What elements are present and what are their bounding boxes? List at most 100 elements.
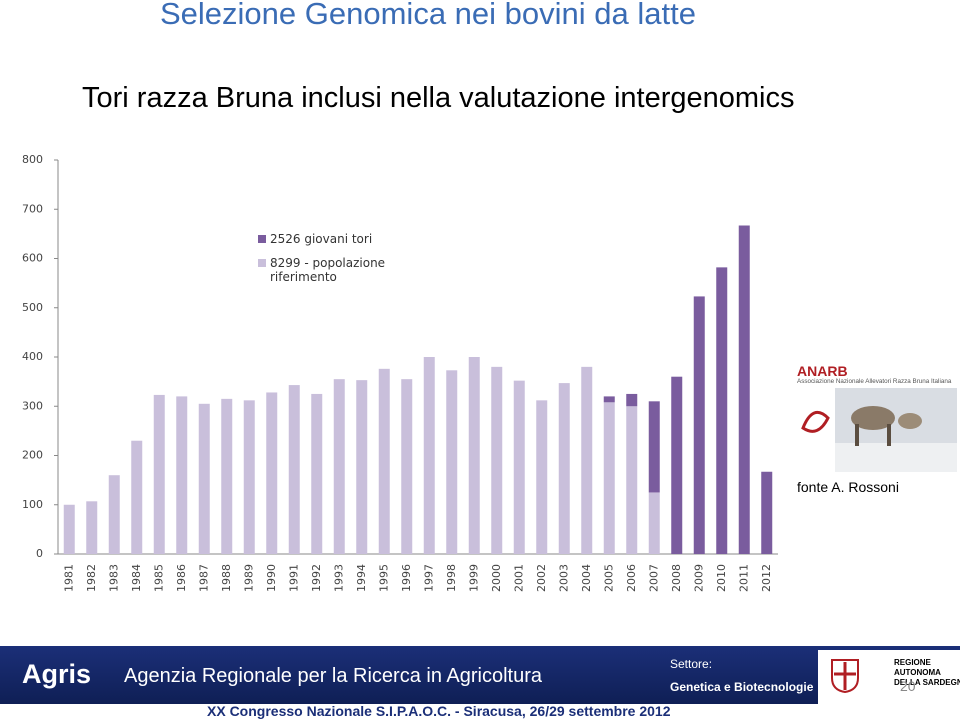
legend-entry: 8299 - popolazione riferimento bbox=[258, 256, 398, 284]
y-tick-label: 500 bbox=[22, 301, 43, 314]
bar bbox=[356, 380, 368, 554]
region-crest bbox=[831, 659, 859, 694]
bar bbox=[176, 396, 188, 554]
legend-label: 8299 - popolazione riferimento bbox=[270, 256, 386, 284]
x-tick-label: 1992 bbox=[310, 564, 323, 592]
footer-congress: XX Congresso Nazionale S.I.P.A.O.C. - Si… bbox=[207, 703, 671, 719]
x-tick-label: 2009 bbox=[692, 564, 705, 592]
chart: 0 100 200 300 400 500 600 700 800 1981 1982 1983 198… bbox=[22, 153, 778, 592]
region-line: AUTONOMA bbox=[894, 668, 941, 677]
bar bbox=[738, 225, 750, 554]
x-tick-label: 2001 bbox=[512, 564, 525, 592]
logo-image bbox=[801, 388, 957, 472]
x-tick-label: 1983 bbox=[107, 564, 120, 592]
x-tick-label: 1986 bbox=[175, 564, 188, 592]
bar bbox=[378, 368, 390, 554]
bar bbox=[648, 401, 660, 493]
bar bbox=[648, 492, 660, 554]
bar bbox=[401, 379, 413, 554]
x-tick-label: 2011 bbox=[737, 564, 750, 592]
bar bbox=[626, 393, 638, 407]
slide-subtitle: Tori razza Bruna inclusi nella valutazio… bbox=[82, 82, 795, 114]
legend-swatch bbox=[258, 259, 266, 267]
logo-subtitle: Associazione Nazionale Allevatori Razza … bbox=[797, 378, 952, 385]
x-tick-label: 1999 bbox=[467, 564, 480, 592]
bar bbox=[603, 402, 615, 554]
x-tick-label: 2010 bbox=[715, 564, 728, 592]
x-tick-label: 2006 bbox=[625, 564, 638, 592]
legend-entry: 2526 giovani tori bbox=[258, 232, 398, 246]
x-tick-label: 1994 bbox=[355, 564, 368, 592]
bar bbox=[221, 398, 233, 554]
bar bbox=[693, 296, 705, 554]
footer-sector: Genetica e Biotecnologie bbox=[670, 680, 814, 694]
bar bbox=[626, 406, 638, 554]
x-tick-label: 2007 bbox=[647, 564, 660, 592]
x-tick-label: 1982 bbox=[85, 564, 98, 592]
bar bbox=[513, 380, 525, 554]
x-tick-label: 1988 bbox=[220, 564, 233, 592]
bar bbox=[581, 366, 593, 554]
x-tick-label: 1995 bbox=[377, 564, 390, 592]
bar bbox=[243, 400, 255, 554]
y-tick-label: 200 bbox=[22, 449, 43, 462]
footer-band bbox=[0, 646, 960, 704]
bar bbox=[671, 376, 683, 554]
x-tick-label: 2012 bbox=[760, 564, 773, 592]
bar bbox=[558, 383, 570, 554]
legend-swatch bbox=[258, 235, 266, 243]
x-tick-label: 1998 bbox=[445, 564, 458, 592]
bar bbox=[131, 440, 143, 554]
x-tick-label: 1984 bbox=[130, 564, 143, 592]
x-tick-label: 1997 bbox=[422, 564, 435, 592]
bar bbox=[716, 267, 728, 554]
legend: 2526 giovani tori 8299 - popolazione rife… bbox=[258, 232, 398, 294]
bar bbox=[491, 366, 503, 554]
logo-box: ANARB Associazione Nazionale Allevatori … bbox=[795, 360, 957, 472]
x-tick-label: 1987 bbox=[197, 564, 210, 592]
y-tick-label: 800 bbox=[22, 153, 43, 166]
legend-label: 2526 giovani tori bbox=[270, 232, 373, 246]
x-tick-label: 2005 bbox=[602, 564, 615, 592]
footer-sector-label: Settore: bbox=[670, 657, 713, 671]
bar bbox=[311, 393, 323, 554]
bar bbox=[536, 400, 548, 554]
source-note: fonte A. Rossoni bbox=[797, 479, 899, 495]
region-box: REGIONE AUTONOMA DELLA SARDEGNA 20 bbox=[818, 650, 960, 704]
bar bbox=[761, 471, 773, 554]
bar bbox=[333, 379, 345, 554]
x-tick-label: 1990 bbox=[265, 564, 278, 592]
x-tick-label: 1991 bbox=[287, 564, 300, 592]
x-tick-label: 1993 bbox=[332, 564, 345, 592]
x-tick-label: 2008 bbox=[670, 564, 683, 592]
footer-agency: Agenzia Regionale per la Ricerca in Agri… bbox=[124, 665, 543, 687]
bar bbox=[153, 394, 165, 554]
y-tick-label: 0 bbox=[36, 547, 43, 560]
bar bbox=[423, 357, 435, 554]
y-tick-label: 600 bbox=[22, 252, 43, 265]
y-tick-label: 100 bbox=[22, 498, 43, 511]
x-tick-label: 1989 bbox=[242, 564, 255, 592]
x-tick-label: 2000 bbox=[490, 564, 503, 592]
bar bbox=[446, 370, 458, 554]
page-number: 20 bbox=[900, 678, 916, 694]
x-tick-label: 1996 bbox=[400, 564, 413, 592]
y-tick-label: 300 bbox=[22, 399, 43, 412]
x-tick-label: 2004 bbox=[580, 564, 593, 592]
bar bbox=[468, 357, 480, 554]
bar bbox=[86, 501, 98, 554]
x-tick-label: 2002 bbox=[535, 564, 548, 592]
bar bbox=[63, 504, 75, 554]
bar bbox=[266, 392, 278, 554]
x-tick-label: 2003 bbox=[557, 564, 570, 592]
logo-name: ANARB bbox=[797, 363, 848, 379]
region-line: REGIONE bbox=[894, 658, 931, 667]
slide-title: Selezione Genomica nei bovini da latte bbox=[160, 0, 696, 31]
bar bbox=[198, 403, 210, 554]
bar bbox=[108, 475, 120, 554]
footer-brand: Agris bbox=[22, 659, 92, 689]
x-tick-label: 1985 bbox=[152, 564, 165, 592]
y-tick-label: 700 bbox=[22, 202, 43, 215]
x-tick-label: 1981 bbox=[62, 564, 75, 592]
